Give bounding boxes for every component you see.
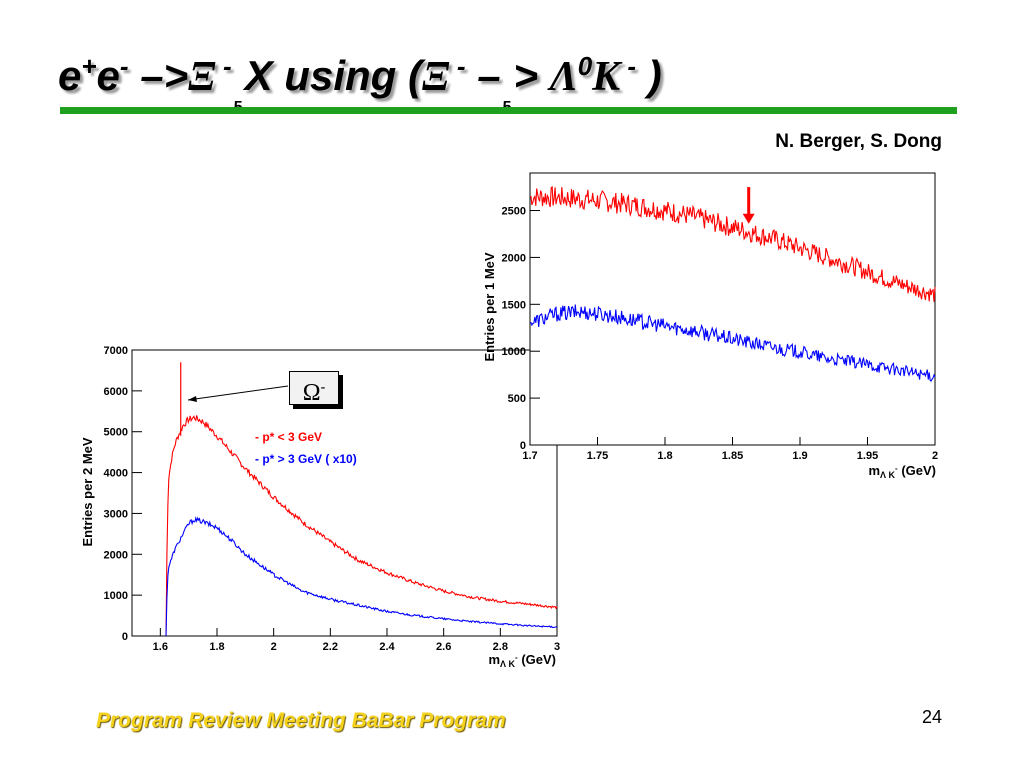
y-tick-label: 5000 — [104, 427, 128, 439]
omega-pointer-arrow — [187, 385, 289, 401]
y-tick-label: 0 — [520, 440, 526, 452]
title-sup-plus: + — [81, 51, 97, 81]
axes: 1.7 1.75 1.8 1.85 1.9 1.95 2 0 500 1000 1500 2000 25… — [502, 206, 939, 462]
chart-main-histogram: 1.6 1.8 2 2.2 2.4 2.6 2.8 3 0 1000 2000 3000 4000 500… — [80, 345, 561, 669]
title-e1: e — [58, 52, 82, 99]
omega-sup: - — [320, 380, 326, 395]
title-e2: e — [96, 52, 120, 99]
x-axis-label: mΛ K- (GeV) — [868, 463, 936, 480]
x-tick-label: 3 — [554, 641, 560, 653]
y-tick-label: 1000 — [502, 346, 526, 358]
title-kaon-sup: - — [620, 51, 637, 81]
series-line-red — [165, 415, 558, 637]
y-tick-label: 4000 — [104, 468, 128, 480]
y-tick-label: 2500 — [502, 206, 526, 218]
axes: 1.6 1.8 2 2.2 2.4 2.6 2.8 3 0 1000 2000 3000 4000 500… — [104, 345, 561, 653]
title-xi-sup: - — [215, 51, 232, 81]
omega-label-box: Ω- — [289, 371, 339, 406]
title-xi-2-sup: - — [449, 51, 466, 81]
omega-pointer-head — [188, 396, 197, 402]
omega-symbol: Ω — [302, 380, 321, 406]
y-axis-label: Entries per 2 MeV — [80, 437, 95, 546]
x-tick-label: 2.8 — [493, 641, 508, 653]
slide-title: e+e- –>Ξ -5X using (Ξ - –5> Λ0K - ) — [58, 38, 998, 116]
title-close-paren: ) — [636, 52, 662, 99]
x-tick-label: 2.6 — [436, 641, 451, 653]
title-sup-minus: - — [119, 51, 129, 81]
x-tick-label: 2 — [932, 450, 938, 462]
title-xi: Ξ — [188, 54, 216, 100]
y-axis-label: Entries per 1 MeV — [482, 252, 497, 361]
title-lambda: Λ — [549, 54, 578, 100]
series-line-red — [529, 185, 936, 302]
series-group — [529, 185, 936, 382]
x-tick-label: 1.7 — [522, 450, 537, 462]
title-lambda-sup: 0 — [577, 51, 593, 81]
title-arrow: –> — [128, 52, 189, 99]
plot-frame — [529, 172, 936, 446]
legend-blue: - p* > 3 GeV ( x10) — [255, 452, 357, 466]
series-group — [165, 362, 558, 637]
authors: N. Berger, S. Dong — [775, 131, 942, 152]
x-tick-label: 1.8 — [209, 641, 224, 653]
y-tick-label: 2000 — [104, 549, 128, 561]
signal-arrow-head — [742, 213, 755, 224]
x-tick-label: 2 — [271, 641, 277, 653]
title-divider — [60, 107, 957, 114]
footer-text: Program Review Meeting BaBar Program — [96, 709, 506, 732]
series-line-blue — [529, 304, 936, 382]
y-tick-label: 6000 — [104, 386, 128, 398]
y-tick-label: 1000 — [104, 590, 128, 602]
x-tick-label: 1.95 — [857, 450, 878, 462]
title-using: X using ( — [244, 52, 422, 99]
x-tick-label: 2.2 — [323, 641, 338, 653]
title-arrow-2a: – — [465, 52, 501, 99]
title-xi-2: Ξ — [421, 54, 450, 100]
series-line-blue — [165, 516, 558, 637]
y-tick-label: 1500 — [502, 299, 526, 311]
legend-red: - p* < 3 GeV — [255, 430, 322, 444]
title-kaon: K — [592, 54, 621, 100]
title-arrow-2b: > — [513, 52, 550, 99]
x-tick-label: 1.6 — [153, 641, 168, 653]
y-tick-label: 7000 — [104, 345, 128, 357]
x-tick-label: 1.8 — [657, 450, 672, 462]
x-tick-label: 1.85 — [722, 450, 743, 462]
y-tick-label: 2000 — [502, 252, 526, 264]
page-number: 24 — [921, 707, 942, 727]
y-tick-label: 500 — [508, 393, 526, 405]
x-tick-label: 1.9 — [792, 450, 807, 462]
x-tick-label: 2.4 — [379, 641, 395, 653]
x-axis-label: mΛ K- (GeV) — [488, 652, 556, 669]
chart-zoom-histogram: 1.7 1.75 1.8 1.85 1.9 1.95 2 0 500 1000 1500 2000 25… — [482, 172, 939, 480]
y-tick-label: 0 — [122, 631, 128, 643]
y-tick-label: 3000 — [104, 508, 128, 520]
x-tick-label: 1.75 — [587, 450, 608, 462]
